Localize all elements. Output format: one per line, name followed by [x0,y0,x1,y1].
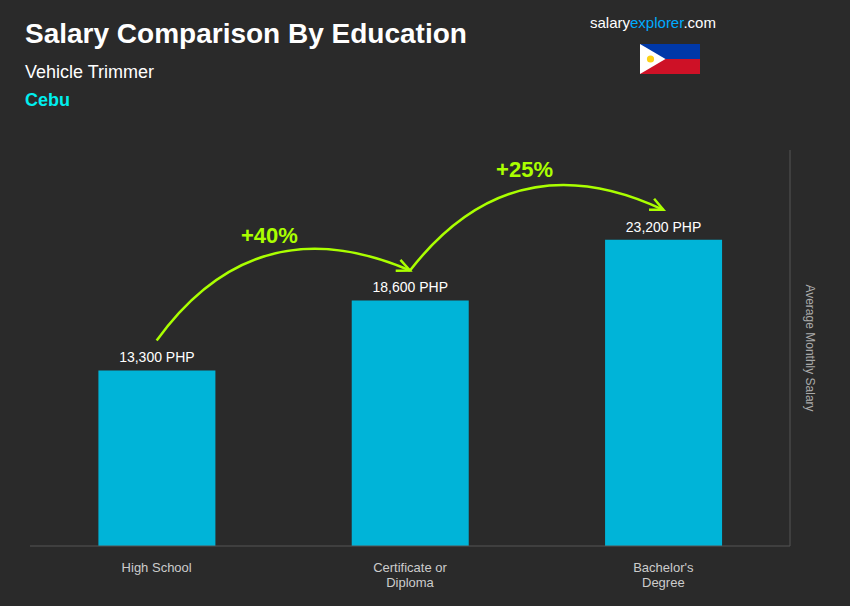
svg-text:18,600 PHP: 18,600 PHP [372,279,448,295]
svg-text:13,300 PHP: 13,300 PHP [119,349,195,365]
svg-text:23,200 PHP: 23,200 PHP [626,219,702,235]
svg-text:+25%: +25% [496,157,553,182]
svg-text:Average Monthly Salary: Average Monthly Salary [803,284,817,411]
html-text:Salary Comparison By Education: Salary Comparison By Education [25,18,467,49]
svg-text:High School: High School [122,560,192,575]
svg-text:+40%: +40% [241,223,298,248]
html-text:Cebu: Cebu [25,90,70,110]
svg-text:Bachelor'sDegree: Bachelor'sDegree [633,560,694,591]
html-text:Vehicle Trimmer: Vehicle Trimmer [25,62,154,82]
svg-text:Certificate orDiploma: Certificate orDiploma [373,560,447,591]
html-text:salary explorer.com: salary explorer.com [590,14,716,31]
